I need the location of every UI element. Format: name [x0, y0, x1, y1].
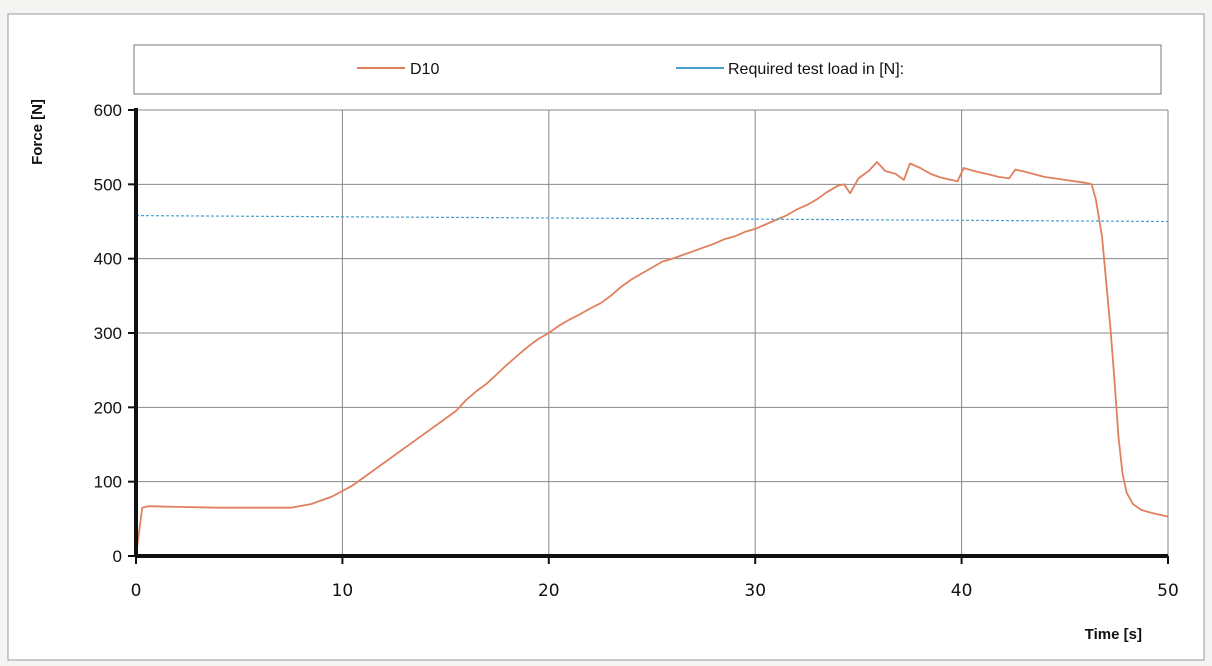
x-axis-title: Time [s] [1085, 626, 1142, 643]
series-layer [135, 161, 1169, 557]
legend-box [133, 44, 1162, 95]
legend-label-required-load: Required test load in [N]: [728, 61, 904, 78]
axes [128, 108, 1169, 564]
chart-frame [7, 13, 1205, 661]
y-tick-label: 400 [94, 250, 122, 269]
y-tick-label: 500 [94, 175, 122, 194]
y-tick-label: 200 [94, 398, 122, 417]
grid [136, 109, 1169, 556]
x-tick-label: 10 [332, 581, 354, 601]
x-tick-label: 50 [1157, 581, 1179, 601]
y-tick-label: 300 [94, 324, 122, 343]
tick-labels: 0 100 200 300 400 500 600 0 10 20 30 40 50 [94, 101, 1179, 601]
legend: D10 Required test load in [N]: [133, 44, 1162, 95]
legend-label-d10: D10 [410, 61, 439, 78]
y-tick-label: 600 [94, 101, 122, 120]
series-line-required-load [135, 215, 1169, 223]
y-tick-label: 100 [94, 473, 122, 492]
x-tick-label: 30 [744, 581, 766, 601]
series-line-d10 [135, 161, 1169, 557]
y-axis-title: Force [N] [29, 99, 46, 165]
x-tick-label: 0 [131, 581, 142, 601]
x-tick-label: 40 [951, 581, 973, 601]
y-tick-label: 0 [113, 547, 122, 566]
x-tick-label: 20 [538, 581, 560, 601]
